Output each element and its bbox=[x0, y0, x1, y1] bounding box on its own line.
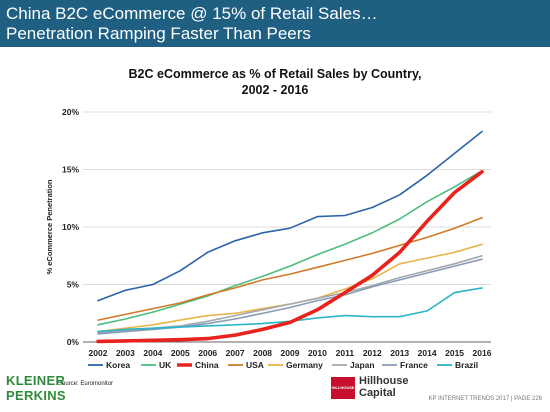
footer-page-info: KP INTERNET TRENDS 2017 | PAGE 226 bbox=[428, 396, 543, 402]
x-tick-label: 2008 bbox=[253, 348, 272, 358]
series-line-usa bbox=[97, 217, 483, 321]
series-line-uk bbox=[97, 169, 483, 326]
hillhouse-logo-text: Hillhouse Capital bbox=[359, 375, 409, 399]
y-tick-label: 20% bbox=[62, 107, 79, 117]
y-axis-label: % eCommerce Penetration bbox=[45, 179, 54, 274]
legend-label: France bbox=[400, 360, 428, 370]
x-tick-label: 2006 bbox=[198, 348, 217, 358]
series-line-germany bbox=[97, 243, 483, 333]
x-tick-label: 2003 bbox=[116, 348, 135, 358]
chart-title-line-2: 2002 - 2016 bbox=[241, 83, 309, 97]
legend-label: China bbox=[195, 360, 219, 370]
y-tick-label: 5% bbox=[67, 280, 80, 290]
y-tick-label: 15% bbox=[62, 165, 79, 175]
x-tick-label: 2016 bbox=[473, 348, 492, 358]
legend-label: Germany bbox=[286, 360, 323, 370]
hillhouse-line-2: Capital bbox=[359, 387, 396, 399]
x-tick-label: 2010 bbox=[308, 348, 327, 358]
hillhouse-logo-box: HILLHOUSE bbox=[331, 377, 355, 399]
x-tick-label: 2012 bbox=[363, 348, 382, 358]
x-tick-label: 2014 bbox=[418, 348, 437, 358]
series-line-korea bbox=[97, 130, 483, 302]
x-tick-label: 2013 bbox=[390, 348, 409, 358]
slide-title-line-2: Penetration Ramping Faster Than Peers bbox=[6, 24, 311, 43]
x-tick-label: 2009 bbox=[281, 348, 300, 358]
x-tick-label: 2002 bbox=[89, 348, 108, 358]
legend-label: Brazil bbox=[455, 360, 478, 370]
slide-title-line-1: China B2C eCommerce @ 15% of Retail Sale… bbox=[6, 4, 378, 23]
kp-logo-line-1: KLEINER bbox=[6, 373, 66, 388]
kleiner-perkins-logo: KLEINER PERKINS bbox=[6, 373, 66, 403]
hillhouse-line-1: Hillhouse bbox=[359, 375, 409, 387]
x-tick-label: 2005 bbox=[171, 348, 190, 358]
legend-label: Japan bbox=[350, 360, 375, 370]
legend-label: USA bbox=[246, 360, 264, 370]
legend-label: UK bbox=[159, 360, 172, 370]
legend-label: Korea bbox=[106, 360, 130, 370]
chart-title-line-1: B2C eCommerce as % of Retail Sales by Co… bbox=[128, 67, 422, 81]
header-banner: China B2C eCommerce @ 15% of Retail Sale… bbox=[0, 0, 550, 47]
y-tick-label: 0% bbox=[67, 337, 80, 347]
kp-logo-line-2: PERKINS bbox=[6, 388, 66, 403]
source-note: Source: Euromonitor bbox=[58, 381, 114, 387]
x-tick-label: 2007 bbox=[226, 348, 245, 358]
x-tick-label: 2011 bbox=[336, 348, 355, 358]
x-tick-label: 2004 bbox=[143, 348, 162, 358]
series-line-china bbox=[96, 170, 484, 344]
x-tick-label: 2015 bbox=[445, 348, 464, 358]
y-tick-label: 10% bbox=[62, 222, 79, 232]
